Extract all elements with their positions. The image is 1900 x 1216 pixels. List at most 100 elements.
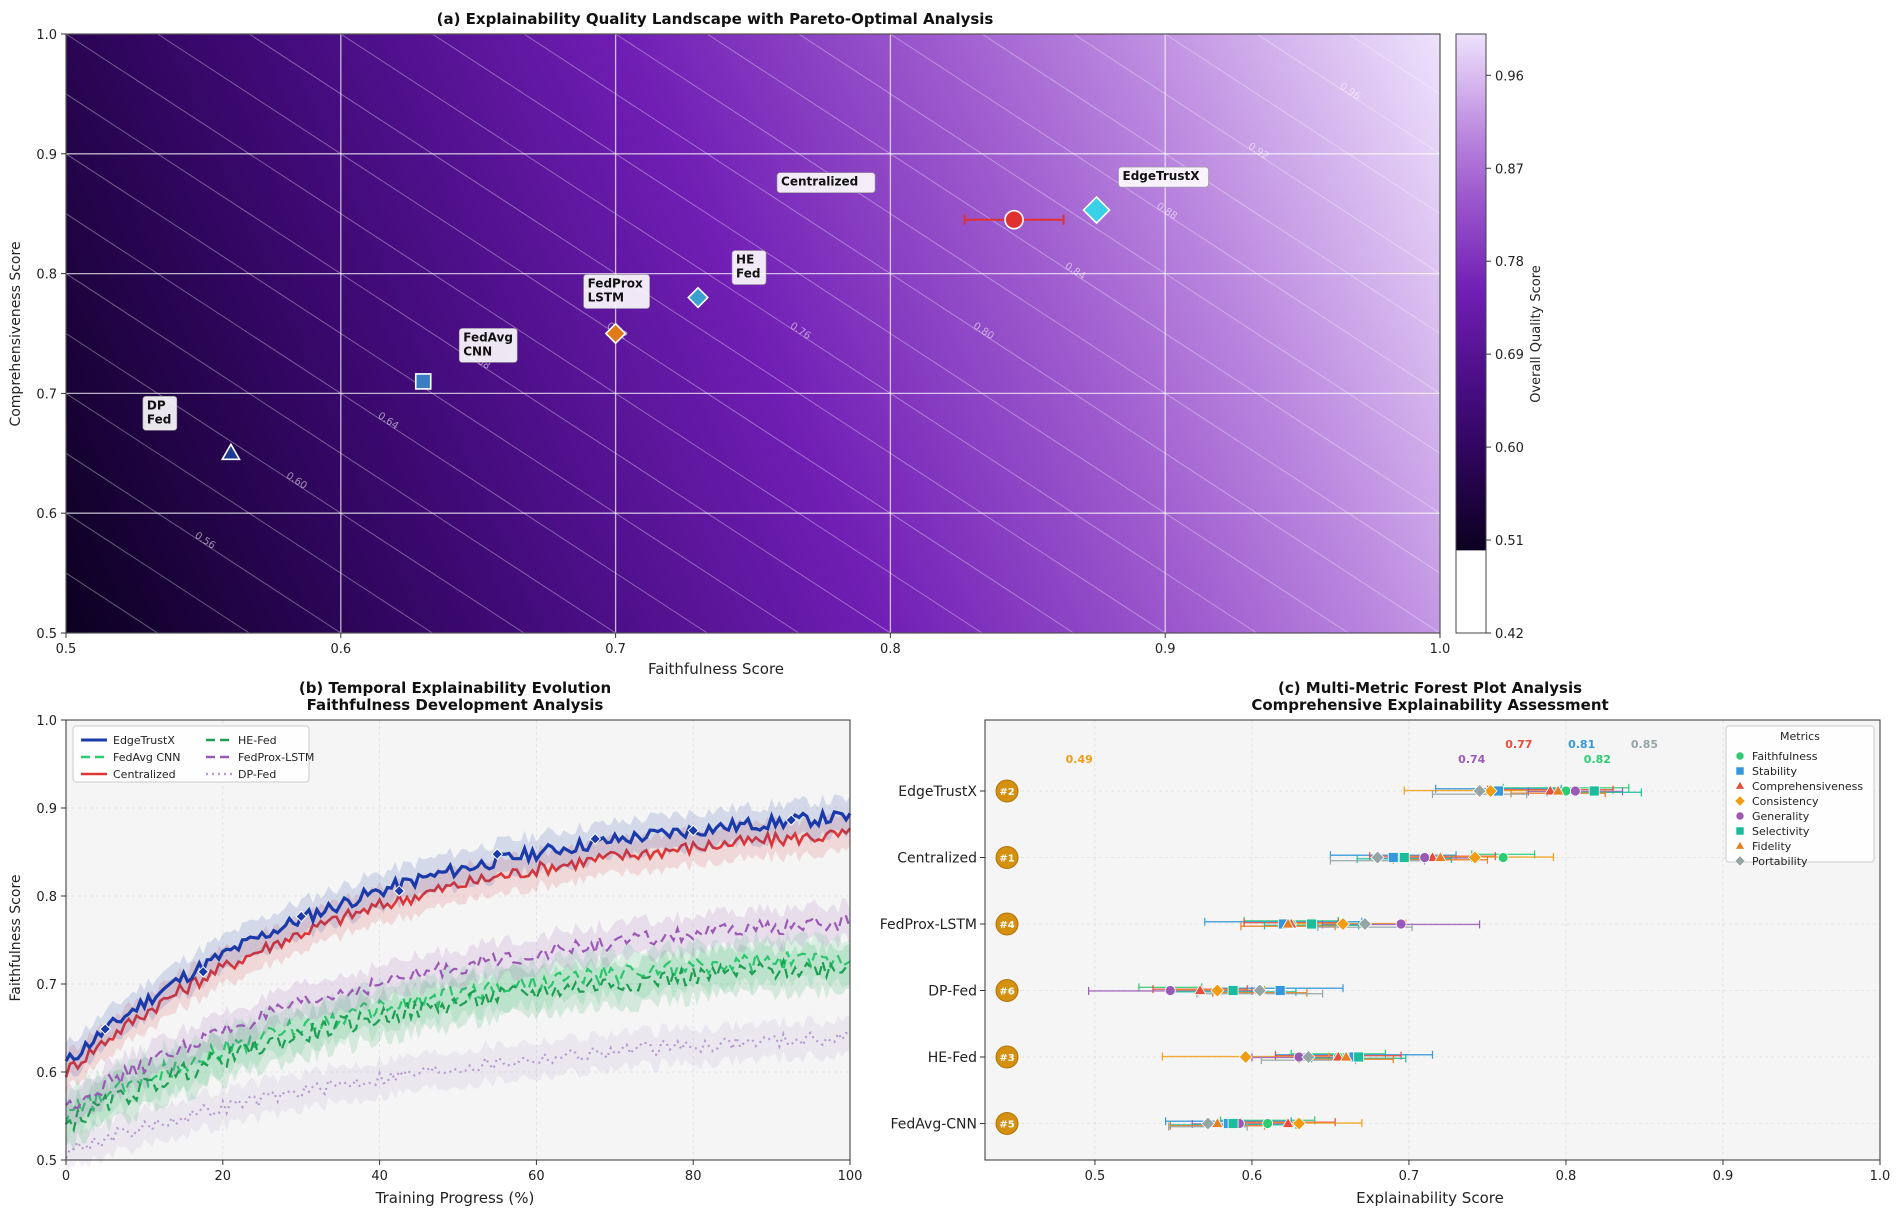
centralized-label-box (776, 172, 876, 193)
colorbar-frame (1455, 33, 1487, 634)
panel-a-title: (a) Explainability Quality Landscape wit… (437, 10, 994, 28)
contour-line (981, 33, 1441, 334)
dp-fed-marker (220, 442, 241, 461)
centralized-portability-marker (1370, 850, 1385, 865)
he-fed-confidence-band (66, 938, 850, 1152)
contour-line (1256, 33, 1441, 155)
legend-marker (1734, 780, 1746, 790)
legend-box (1725, 725, 1875, 863)
dp-fed-label-box (142, 395, 178, 431)
edgetrustx-marker (491, 848, 504, 861)
legend-marker (1735, 766, 1745, 776)
x-tick-label: 0.8 (880, 642, 901, 657)
panel-a-landscape: (a) Explainability Quality Landscape wit… (8, 10, 1544, 678)
he-fed-label: HE (736, 253, 754, 267)
he-fed-line (65, 956, 851, 1134)
average-label: 0.81 (1568, 738, 1595, 751)
edgetrustx-selectivity-marker (1588, 785, 1600, 797)
edgetrustx-generality-marker (1569, 785, 1581, 797)
edgetrustx-marker (589, 832, 602, 845)
fedavg-cnn-rank-label: #5 (999, 1120, 1014, 1131)
dp-fed-rank-label: #6 (999, 987, 1014, 998)
fedprox-lstm-consistency-marker (1335, 916, 1351, 932)
plot-background (66, 720, 850, 1160)
he-fed-label: Fed (736, 267, 760, 281)
fedavg-cnn-fidelity-marker (1210, 1116, 1224, 1128)
edgetrustx-label-box (1118, 166, 1209, 188)
panel-a-plot-area: 0.560.600.640.680.720.760.800.840.880.92… (36, 28, 1450, 657)
he-fed-selectivity-marker (1353, 1051, 1365, 1063)
dp-fed-portability-marker (1252, 983, 1267, 998)
dp-fed-label: Fed (147, 412, 171, 426)
fedprox-lstm-fidelity-marker (1281, 917, 1295, 929)
fedavg-cnn-line (64, 949, 851, 1125)
legend-marker (1735, 811, 1745, 821)
y-tick-label: 0.6 (36, 1066, 57, 1081)
legend-marker (1735, 751, 1745, 761)
he-fed-portability-marker (1301, 1049, 1316, 1065)
centralized-label: Centralized (781, 175, 858, 189)
fedavg-cnn-label: FedAvg (463, 330, 513, 344)
legend-box (72, 725, 310, 783)
colorbar-tick-label: 0.60 (1495, 441, 1524, 456)
centralized-consistency-marker (1467, 850, 1482, 865)
he-fed-comprehensiveness-marker (1331, 1050, 1345, 1062)
legend-label: Generality (1752, 810, 1810, 823)
y-tick-label: 0.8 (36, 268, 57, 283)
x-tick-label: 0.7 (1399, 1169, 1420, 1184)
fedavg-cnn-comprehensiveness-marker (1281, 1116, 1295, 1128)
edgetrustx-marker (197, 965, 210, 978)
edgetrustx-rank-label: #2 (999, 787, 1014, 798)
colorbar-fill (1456, 34, 1486, 551)
contour-line (65, 452, 342, 634)
average-label: 0.85 (1631, 738, 1658, 751)
edgetrustx-portability-marker (1472, 783, 1487, 799)
contour-line (1164, 33, 1441, 215)
dp-fed-comprehensiveness-marker (1193, 983, 1207, 995)
dp-fed-confidence-band (66, 1015, 850, 1176)
x-tick-label: 20 (215, 1169, 232, 1184)
legend-label: Stability (1752, 765, 1798, 778)
contour-line (65, 93, 891, 634)
panel-c-forest: (c) Multi-Metric Forest Plot Analysis Co… (880, 679, 1891, 1207)
dp-fed-stability-marker (1274, 985, 1286, 996)
landscape-background (66, 34, 1440, 633)
fedavg-cnn-confidence-band (66, 929, 850, 1147)
contour-line (615, 33, 1441, 574)
legend-marker (1734, 795, 1746, 807)
contour-line (65, 33, 983, 634)
colorbar-tick-label: 0.87 (1495, 162, 1524, 177)
y-tick-label: 0.5 (36, 1154, 57, 1169)
edgetrustx-category-label: EdgeTrustX (898, 784, 977, 800)
x-tick-label: 0.9 (1713, 1169, 1734, 1184)
legend-label: Fidelity (1752, 840, 1792, 853)
fedavg-cnn-rank-badge (995, 1112, 1019, 1135)
panel-a-y-axis-label: Comprehensiveness Score (8, 241, 24, 426)
legend-label: FedAvg CNN (113, 751, 180, 764)
x-tick-label: 40 (371, 1169, 388, 1184)
fedavg-cnn-category-label: FedAvg-CNN (891, 1117, 978, 1133)
legend-label: DP-Fed (238, 768, 276, 781)
y-tick-label: 1.0 (36, 28, 57, 43)
fedprox-lstm-line (65, 913, 852, 1110)
panel-c-plot-area: #2 EdgeTrustX #1 Centralized #4 FedProx-LSTM #… (880, 719, 1890, 1184)
centralized-rank-badge (995, 846, 1019, 869)
panel-b-temporal: (b) Temporal Explainability Evolution Fa… (8, 679, 862, 1207)
edgetrustx-confidence-band (66, 794, 850, 1079)
y-tick-label: 0.7 (36, 387, 57, 402)
panel-c-x-axis-label: Explainability Score (1356, 1189, 1504, 1207)
panel-a-x-axis-label: Faithfulness Score (648, 660, 784, 678)
edgetrustx-line (64, 807, 852, 1062)
legend-label: Selectivity (1752, 825, 1810, 838)
contour-line (340, 33, 1258, 634)
y-tick-label: 0.7 (36, 978, 57, 993)
x-tick-label: 0.5 (56, 642, 77, 657)
dp-fed-category-label: DP-Fed (928, 984, 977, 1000)
x-tick-label: 0.5 (1085, 1169, 1106, 1184)
legend-label: EdgeTrustX (113, 734, 175, 747)
x-tick-label: 0.8 (1556, 1169, 1577, 1184)
contour-line (248, 33, 1166, 634)
fedavg-cnn-selectivity-marker (1227, 1118, 1239, 1129)
fedavg-cnn-marker (414, 373, 432, 390)
